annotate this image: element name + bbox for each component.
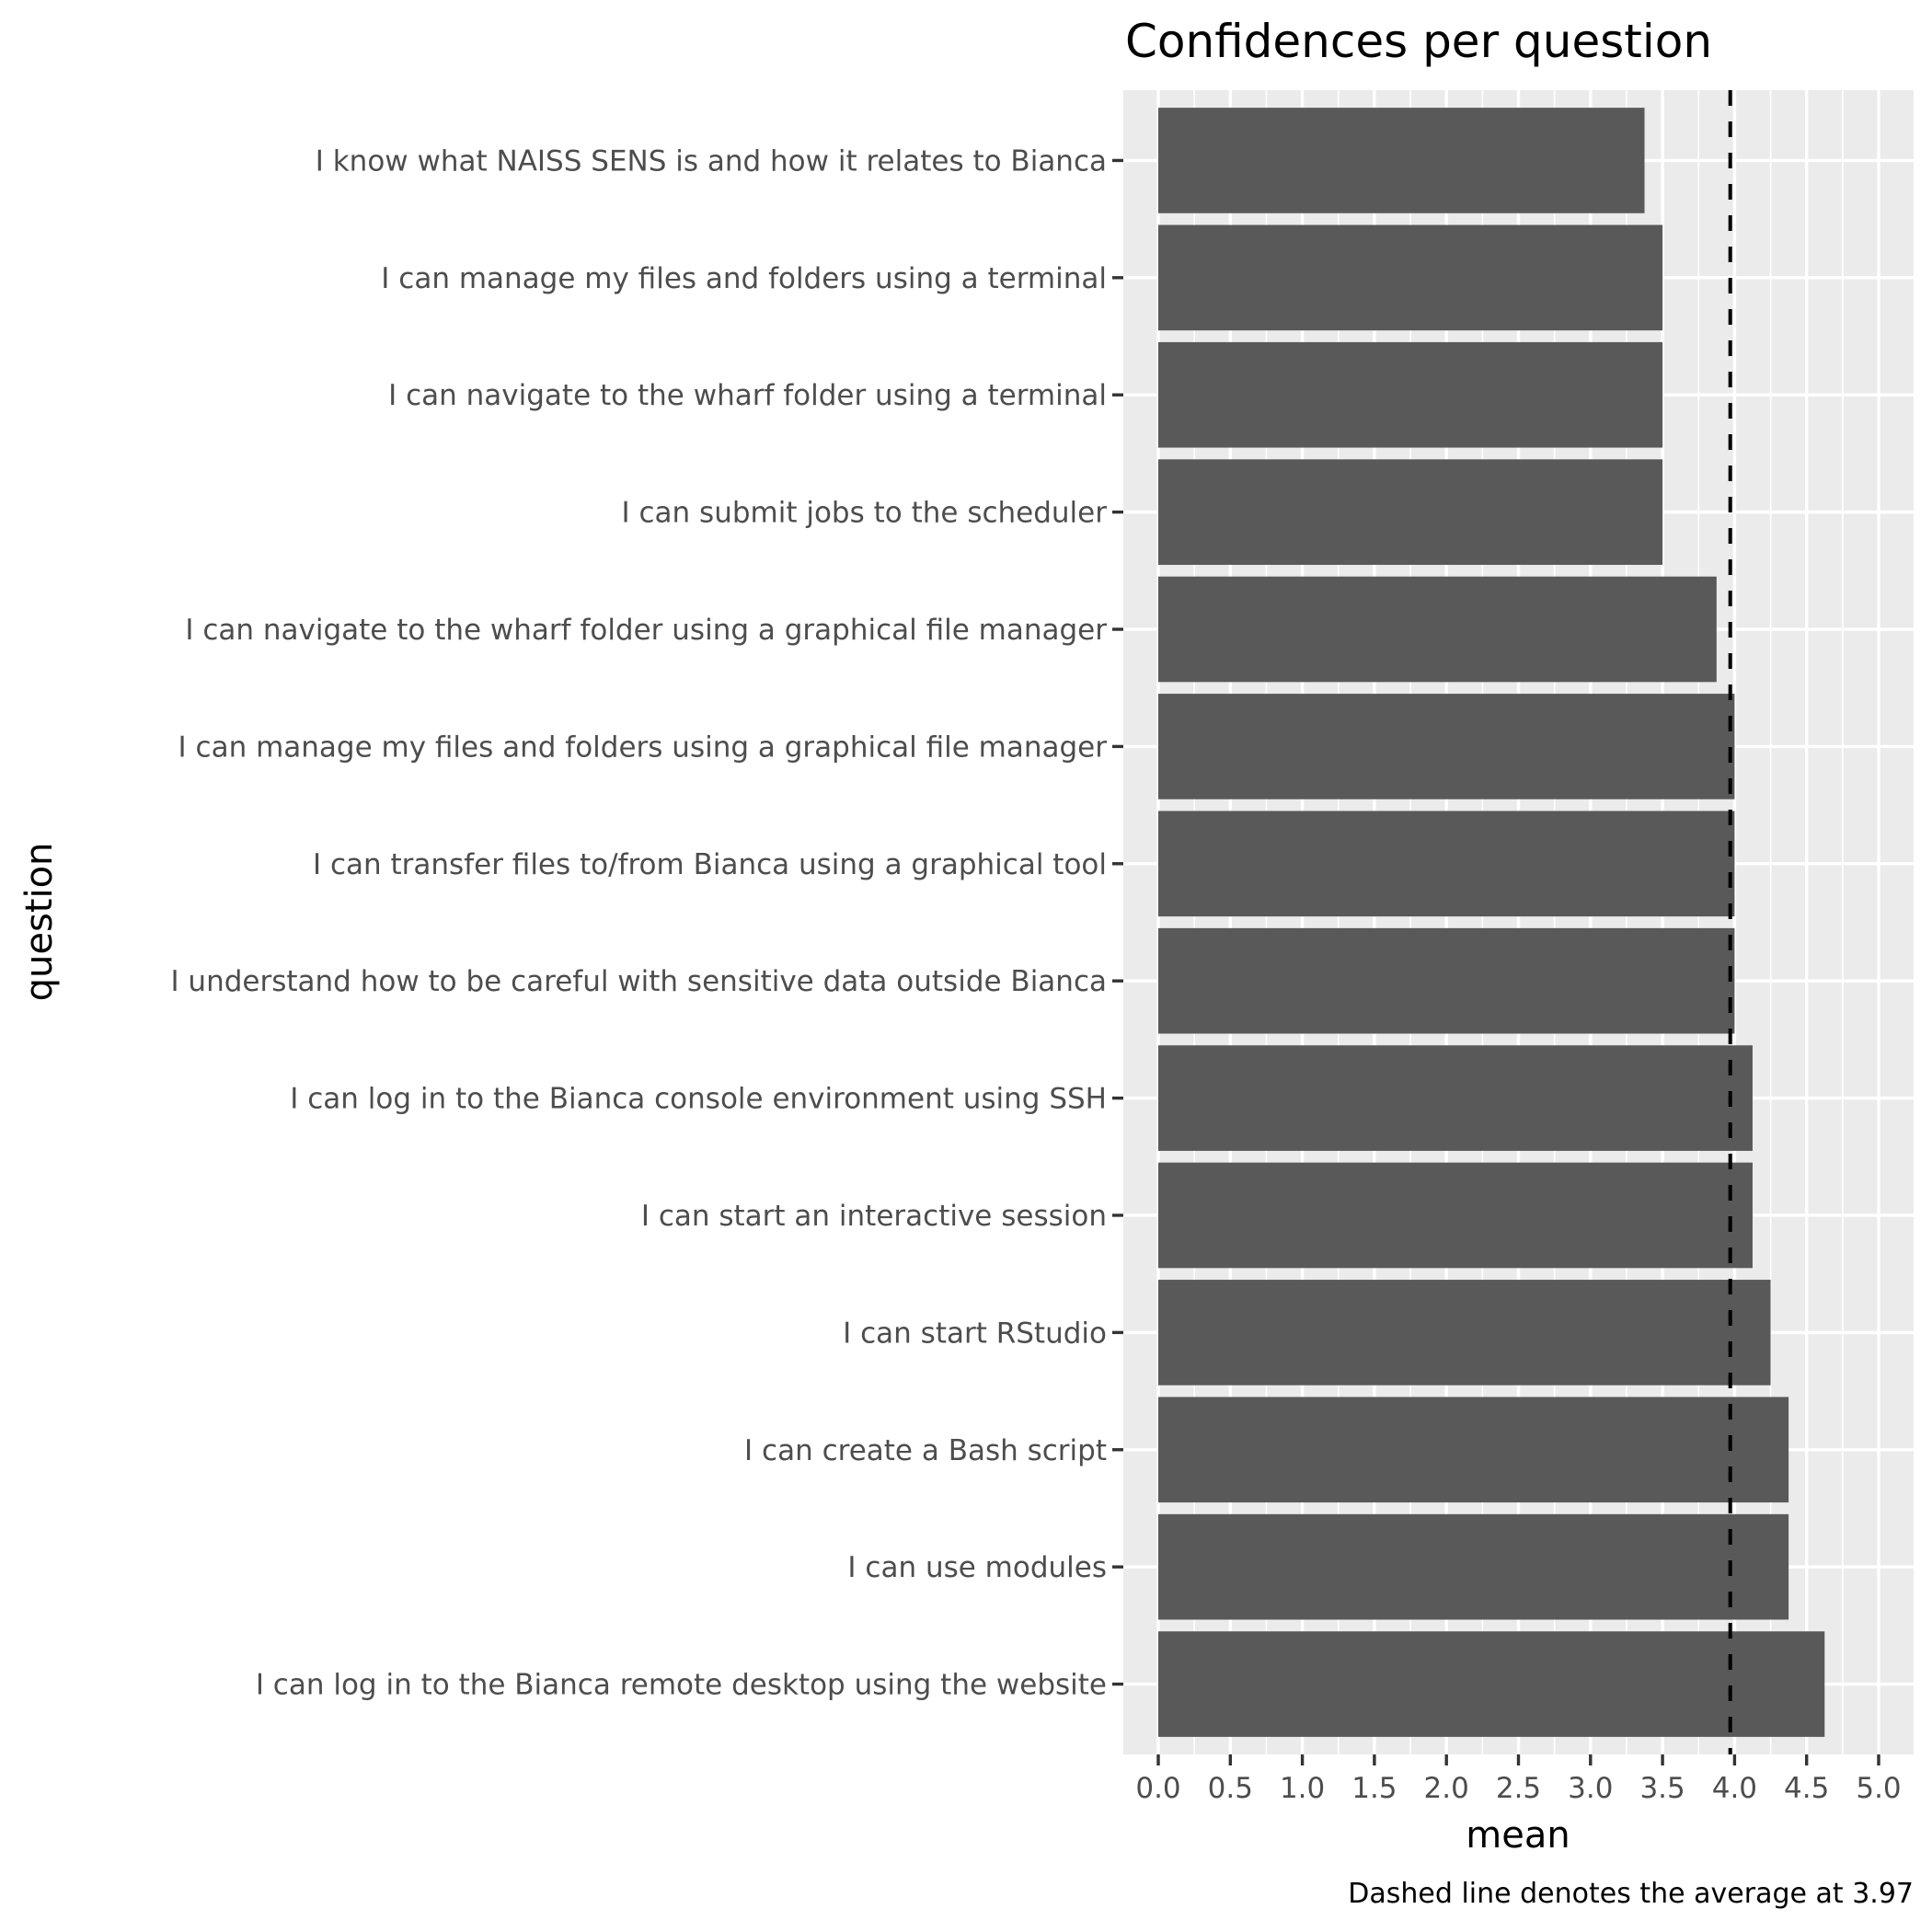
x-tick-label: 0.0 (1135, 1772, 1180, 1805)
y-tick-label: I can manage my files and folders using … (178, 730, 1108, 764)
y-tick-label: I can manage my files and folders using … (381, 262, 1107, 295)
y-tick-label: I can use modules (847, 1551, 1107, 1584)
bar (1158, 1513, 1789, 1620)
x-tick-label: 0.5 (1208, 1772, 1253, 1805)
x-tick-label: 5.0 (1856, 1772, 1901, 1805)
y-tick-label: I know what NAISS SENS is and how it rel… (316, 144, 1107, 178)
bar (1158, 1397, 1789, 1503)
bar (1158, 341, 1663, 448)
x-axis: 0.0 0.5 1.0 1.5 2.0 2.5 3.0 3.5 4.0 4.5 5.0 (1135, 1754, 1902, 1805)
chart-title: Confidences per question (1125, 15, 1712, 68)
bar (1158, 927, 1735, 1034)
x-tick-label: 2.5 (1496, 1772, 1541, 1805)
x-tick-label: 1.0 (1280, 1772, 1325, 1805)
bars-group (1158, 108, 1825, 1737)
y-tick-label: I can navigate to the wharf folder using… (185, 614, 1107, 647)
x-tick-label: 1.5 (1351, 1772, 1397, 1805)
x-tick-label: 4.0 (1712, 1772, 1757, 1805)
y-tick-label: I can navigate to the wharf folder using… (388, 379, 1107, 412)
y-tick-label: I can create a Bash script (744, 1434, 1107, 1467)
x-tick-label: 3.5 (1639, 1772, 1685, 1805)
bar (1158, 1045, 1753, 1151)
x-tick-label: 3.0 (1568, 1772, 1613, 1805)
bar (1158, 576, 1717, 683)
y-tick-label: I can start an interactive session (641, 1200, 1107, 1233)
y-tick-label: I can log in to the Bianca console envir… (290, 1083, 1107, 1116)
x-tick-label: 4.5 (1784, 1772, 1829, 1805)
bar (1158, 1280, 1771, 1386)
x-tick-label: 2.0 (1424, 1772, 1469, 1805)
bar (1158, 694, 1735, 799)
bar (1158, 811, 1735, 917)
chart-caption: Dashed line denotes the average at 3.97 (1348, 1878, 1914, 1910)
y-tick-label: I can submit jobs to the scheduler (622, 497, 1108, 530)
bar (1158, 1162, 1753, 1269)
plot-panel (1123, 90, 1914, 1754)
bar (1158, 1631, 1825, 1737)
y-axis-title: question (18, 843, 61, 1002)
x-axis-title: mean (1466, 1814, 1570, 1857)
y-tick-label: I can log in to the Bianca remote deskto… (256, 1669, 1107, 1702)
bar (1158, 108, 1645, 213)
y-axis: I know what NAISS SENS is and how it rel… (170, 144, 1123, 1702)
bar (1158, 224, 1663, 331)
y-tick-label: I can start RStudio (843, 1317, 1107, 1350)
y-tick-label: I understand how to be careful with sens… (170, 965, 1107, 998)
y-tick-label: I can transfer files to/from Bianca usin… (313, 848, 1107, 881)
bar (1158, 459, 1663, 565)
